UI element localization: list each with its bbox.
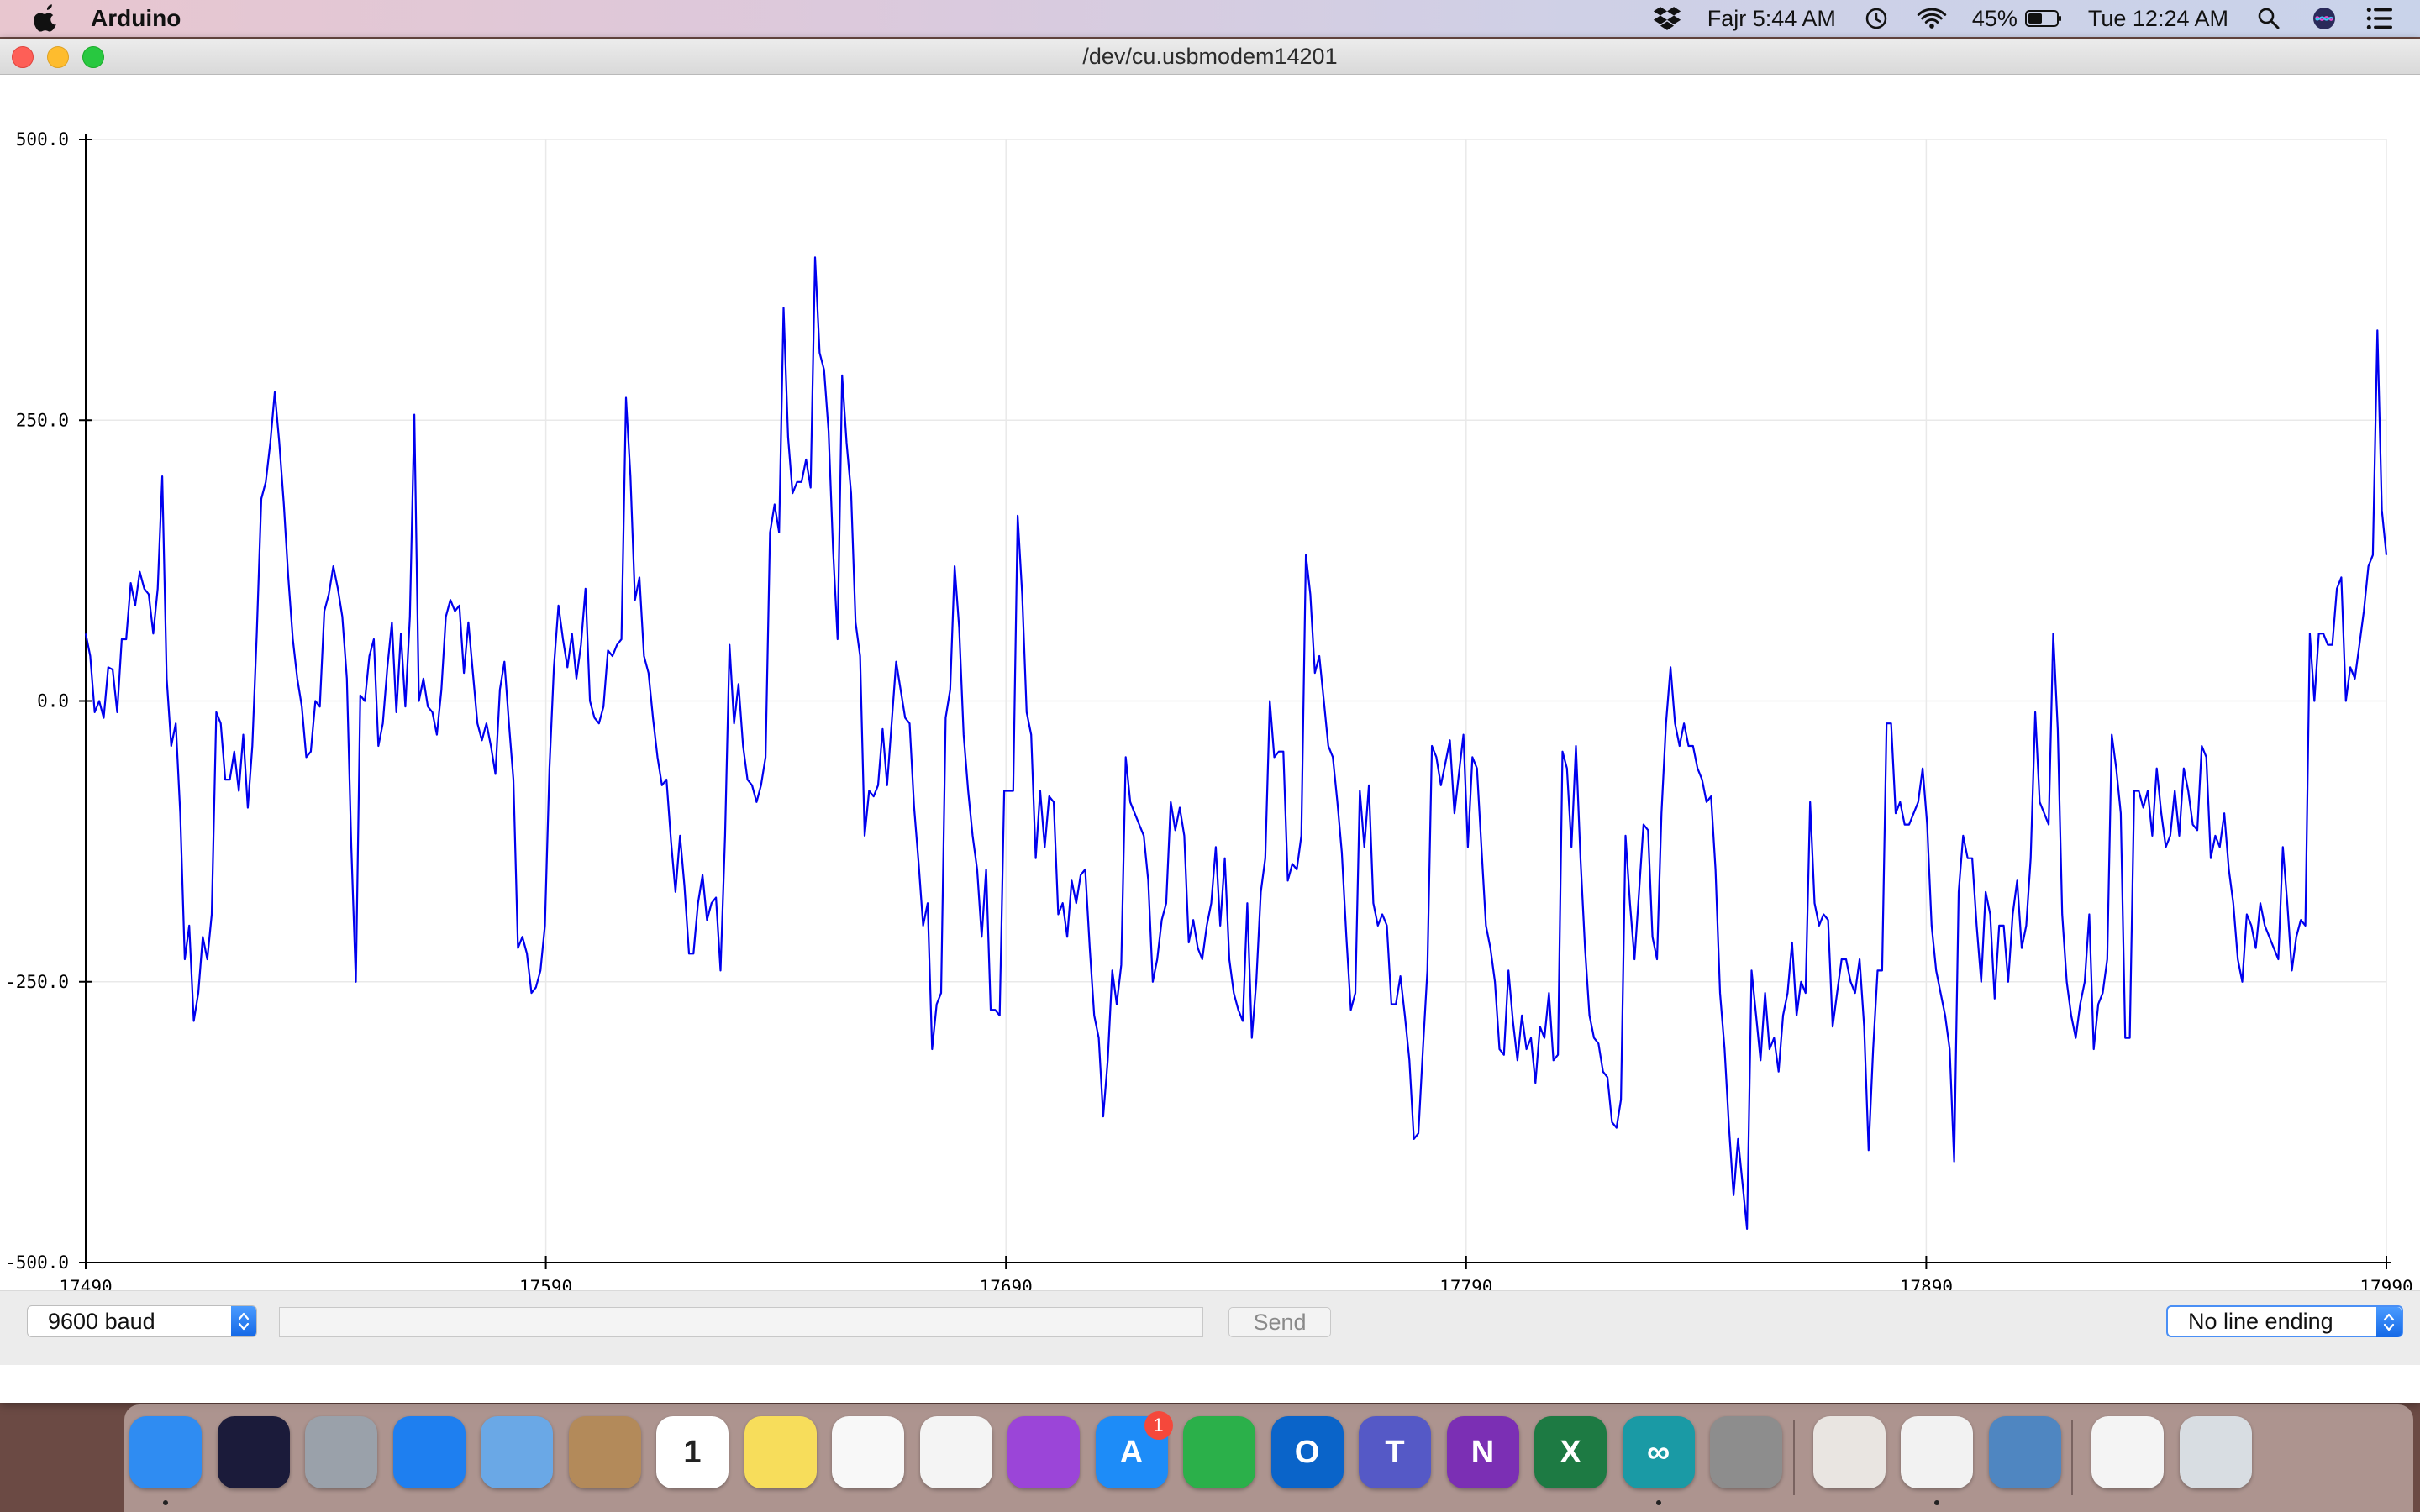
dock-separator — [1792, 1420, 1795, 1495]
running-indicator — [1934, 1500, 1939, 1505]
notification-center-icon[interactable] — [2365, 6, 2395, 31]
reminders-icon[interactable] — [832, 1416, 904, 1488]
finder-icon[interactable] — [129, 1416, 202, 1488]
excel-icon[interactable]: X — [1534, 1416, 1607, 1488]
series-line — [84, 256, 2388, 1231]
line-ending-value: No line ending — [2188, 1308, 2333, 1334]
arduino-glyph: ∞ — [1646, 1434, 1670, 1470]
running-indicator — [1655, 1500, 1661, 1505]
mail-icon[interactable] — [481, 1416, 553, 1488]
send-button[interactable]: Send — [1228, 1307, 1331, 1337]
spotlight-search-icon[interactable] — [2254, 6, 2284, 31]
apple-icon[interactable] — [34, 3, 60, 34]
serial-plot: 500.0 250.0 0.0 -250.0 -500.0 17490 17590 17690… — [0, 76, 2420, 1369]
baud-rate-select[interactable]: 9600 baud — [27, 1305, 257, 1337]
menu-clock[interactable]: Tue 12:24 AM — [2087, 5, 2228, 31]
trash-icon[interactable] — [2179, 1416, 2252, 1488]
onenote-glyph: N — [1470, 1434, 1495, 1470]
arduino-icon[interactable]: ∞ — [1622, 1416, 1695, 1488]
dock-separator — [2071, 1420, 2073, 1495]
y-tick-label: 500.0 — [16, 129, 69, 150]
window-title: /dev/cu.usbmodem14201 — [1082, 43, 1338, 69]
prayer-time[interactable]: Fajr 5:44 AM — [1707, 5, 1836, 31]
line-ending-select[interactable]: No line ending — [2166, 1305, 2403, 1337]
battery-percent: 45% — [1971, 5, 2018, 31]
notification-badge: 1 — [1144, 1411, 1173, 1440]
app-menu-name[interactable]: Arduino — [91, 5, 182, 31]
menu-bar: Arduino Fajr 5:44 AM 45% Tue 12:24 AM — [0, 0, 2420, 37]
excel-glyph: X — [1560, 1434, 1581, 1470]
wifi-icon[interactable] — [1917, 6, 1947, 31]
zoom-button[interactable] — [82, 46, 104, 68]
y-tick-label: -500.0 — [5, 1252, 69, 1273]
outlook-icon[interactable]: O — [1270, 1416, 1344, 1488]
window-controls — [12, 46, 118, 68]
battery-icon[interactable] — [2024, 6, 2063, 31]
baud-rate-value: 9600 baud — [48, 1308, 155, 1334]
window-titlebar: /dev/cu.usbmodem14201 — [0, 39, 2420, 75]
preview-icon[interactable] — [1988, 1416, 2061, 1488]
app-green-icon[interactable] — [1183, 1416, 1255, 1488]
status-area: Fajr 5:44 AM 45% Tue 12:24 AM — [1652, 0, 2420, 37]
photo-slideshow-icon[interactable] — [1812, 1416, 1886, 1488]
running-indicator — [163, 1500, 168, 1505]
dock — [124, 1404, 2413, 1512]
time-machine-icon[interactable] — [1861, 6, 1891, 31]
outlook-glyph: O — [1294, 1434, 1320, 1470]
siri-icon[interactable] — [2309, 6, 2339, 31]
system-preferences-icon[interactable] — [1710, 1416, 1782, 1488]
chrome-icon[interactable] — [1901, 1416, 1973, 1488]
y-tick-label: -250.0 — [5, 972, 69, 992]
siri-icon[interactable] — [217, 1416, 290, 1488]
app-store-glyph: A — [1119, 1434, 1144, 1470]
minimize-button[interactable] — [47, 46, 69, 68]
contacts-icon[interactable] — [568, 1416, 641, 1488]
dropbox-icon[interactable] — [1652, 6, 1682, 31]
documents-icon[interactable] — [2091, 1416, 2164, 1488]
notes-icon[interactable] — [744, 1416, 817, 1488]
teams-glyph: T — [1385, 1434, 1405, 1470]
safari-icon[interactable] — [392, 1416, 466, 1488]
launchpad-icon[interactable] — [305, 1416, 377, 1488]
y-tick-label: 0.0 — [37, 691, 69, 711]
podcasts-icon[interactable] — [1007, 1416, 1080, 1488]
serial-plotter-window: /dev/cu.usbmodem14201 500.0 250.0 0.0 -250.… — [0, 39, 2420, 1403]
select-arrows-icon — [2376, 1307, 2402, 1337]
photos-icon[interactable] — [919, 1416, 992, 1488]
select-arrows-icon — [231, 1306, 256, 1336]
close-button[interactable] — [12, 46, 34, 68]
calendar-icon[interactable]: 1 — [656, 1416, 729, 1488]
calendar-glyph: 1 — [683, 1434, 702, 1470]
teams-icon[interactable]: T — [1359, 1416, 1431, 1488]
onenote-icon[interactable]: N — [1446, 1416, 1519, 1488]
y-tick-label: 250.0 — [16, 410, 69, 430]
serial-send-input[interactable] — [279, 1307, 1203, 1337]
